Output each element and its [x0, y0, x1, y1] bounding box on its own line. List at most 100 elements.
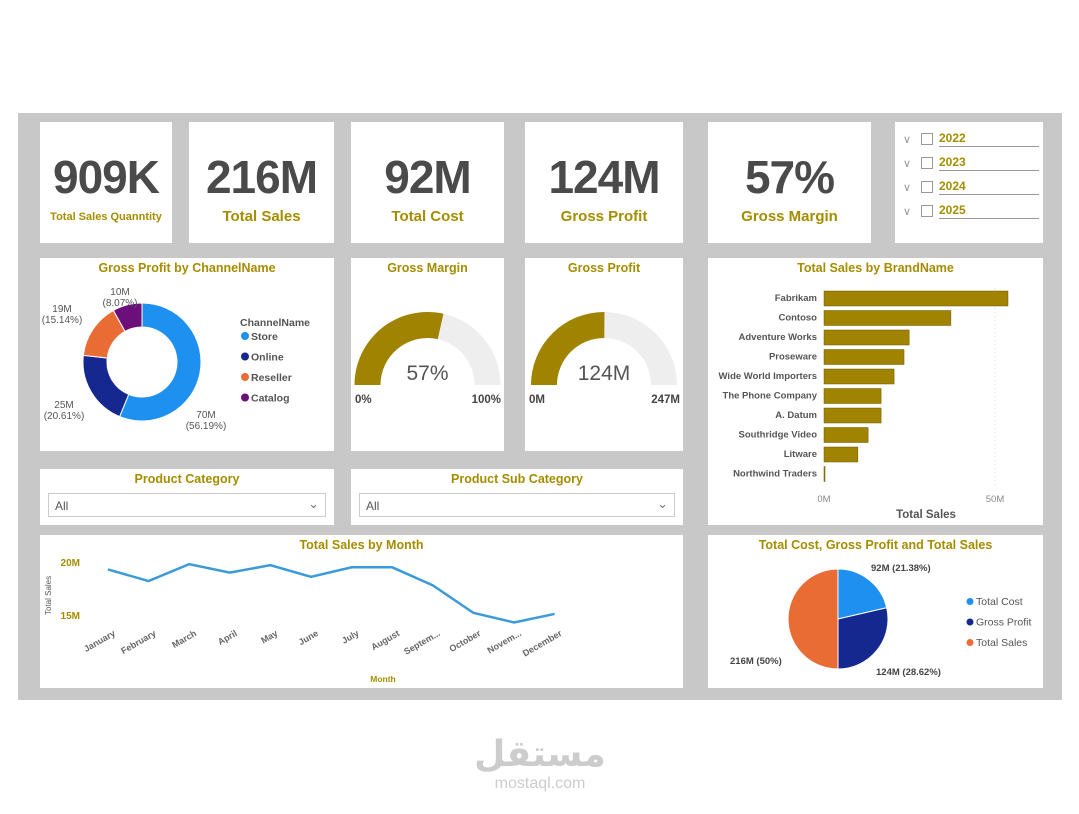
donut-slice-store: [118, 302, 202, 422]
checkbox[interactable]: [921, 157, 933, 169]
legend-marker: [241, 393, 249, 402]
kpi-value: 909K: [53, 151, 160, 203]
x-tick-label: 0M: [817, 494, 830, 505]
y-axis-title: Total Sales: [44, 576, 53, 615]
data-label: (8.07%): [102, 298, 137, 309]
kpi-gross-profit: 124M Gross Profit: [525, 122, 683, 243]
category-label: Proseware: [769, 352, 817, 363]
watermark-latin: mostaql.com: [494, 775, 586, 792]
data-label: 10M: [110, 287, 129, 298]
data-label: 25M: [54, 400, 73, 411]
bar-chart: Fabrikam Contoso Adventure Works Proseware W…: [719, 288, 1009, 521]
gauge-chart: 124M 0M 247M: [529, 312, 680, 406]
year-item-2024[interactable]: ∨ 2024: [903, 177, 1039, 197]
gauge-chart: 57% 0% 100%: [354, 312, 501, 406]
donut-slice-online: [82, 354, 130, 418]
legend-title: ChannelName: [240, 317, 310, 329]
kpi-value: 92M: [384, 151, 471, 203]
gauge-gross-margin-card: Gross Margin 57% 0% 100%: [351, 258, 504, 451]
bar-contoso: [823, 310, 952, 326]
chart-title: Gross Profit by ChannelName: [98, 261, 276, 275]
legend-item-reseller: Reseller: [251, 372, 292, 384]
x-tick-label: February: [119, 628, 157, 656]
category-label: Wide World Importers: [719, 371, 817, 382]
bar-northwind-traders: [823, 466, 826, 482]
slicer-title: Product Category: [134, 472, 240, 486]
checkbox[interactable]: [921, 133, 933, 145]
kpi-label: Total Sales: [222, 208, 301, 225]
category-label: Northwind Traders: [733, 469, 817, 480]
donut-slice-catalog: [112, 302, 143, 333]
legend-item: Total Sales: [976, 637, 1027, 649]
chevron-down-icon[interactable]: ∨: [903, 132, 912, 146]
year-item-2023[interactable]: ∨ 2023: [903, 153, 1039, 173]
x-tick-label: June: [297, 628, 320, 647]
kpi-label: Gross Margin: [741, 208, 838, 225]
kpi-value: 124M: [548, 151, 660, 203]
watermark-logo: مستقل mostaql.com: [470, 735, 610, 793]
chart-title: Total Cost, Gross Profit and Total Sales: [758, 538, 993, 552]
legend-marker: [966, 618, 974, 626]
data-label: (56.19%): [186, 421, 227, 432]
gauge-fill: [354, 312, 444, 385]
year-slicer: ∨ 2022 ∨ 2023 ∨ 2024 ∨ 2025: [895, 122, 1043, 243]
year-item-2025[interactable]: ∨ 2025: [903, 201, 1039, 221]
bar-proseware: [823, 349, 905, 365]
month-line-chart-card: Total Sales by Month 20M 15M Total Sales Ja…: [40, 535, 683, 688]
bar-fabrikam: [823, 290, 1009, 307]
kpi-label: Gross Profit: [560, 208, 648, 225]
legend-marker: [966, 598, 974, 605]
kpi-total-sales-quantity: 909K Total Sales Quanntity: [40, 122, 172, 243]
watermark-arabic: مستقل: [474, 734, 606, 775]
x-tick-label: May: [259, 628, 279, 645]
donut-chart-card: Gross Profit by ChannelName 70M (56.19%) 2…: [40, 258, 334, 451]
data-label: (20.61%): [44, 411, 85, 422]
bar-adventure-works: [823, 329, 910, 346]
legend-marker: [241, 373, 249, 381]
chevron-down-icon[interactable]: ∨: [903, 204, 912, 218]
kpi-total-cost: 92M Total Cost: [351, 122, 504, 243]
x-tick-label: January: [82, 628, 117, 654]
category-label: Southridge Video: [739, 430, 818, 441]
gauge-max: 247M: [651, 394, 680, 406]
kpi-value: 216M: [205, 151, 318, 203]
gauge-gross-profit-card: Gross Profit 124M 0M 247M: [525, 258, 683, 451]
data-label: 124M (28.62%): [876, 667, 941, 678]
chevron-down-icon[interactable]: ⌄: [657, 496, 668, 511]
x-tick-label: April: [216, 628, 239, 647]
year-item-2022[interactable]: ∨ 2022: [903, 129, 1039, 149]
gauge-value: 124M: [578, 362, 631, 385]
kpi-label: Total Sales Quanntity: [50, 211, 162, 223]
checkbox[interactable]: [921, 205, 933, 217]
product-subcategory-slicer: Product Sub Category All ⌄: [351, 469, 683, 525]
legend-item: Gross Profit: [976, 617, 1032, 629]
legend-marker: [241, 352, 249, 361]
y-tick-label: 20M: [61, 558, 80, 569]
x-tick-label: December: [521, 628, 564, 659]
category-label: Adventure Works: [739, 332, 817, 343]
slicer-title: Product Sub Category: [451, 472, 583, 486]
x-tick-label: August: [369, 628, 401, 652]
gauge-max: 100%: [472, 394, 501, 406]
pie-slice-total-sales: [787, 568, 839, 670]
checkbox[interactable]: [921, 181, 933, 193]
year-label: 2023: [939, 155, 1039, 171]
product-category-dropdown[interactable]: All ⌄: [48, 493, 326, 517]
x-tick-label: March: [170, 628, 198, 650]
x-tick-label: Septem...: [402, 628, 442, 657]
pie-chart-card: Total Cost, Gross Profit and Total Sales…: [708, 535, 1043, 688]
product-subcategory-dropdown[interactable]: All ⌄: [359, 493, 675, 517]
gauge-min: 0%: [355, 394, 372, 406]
chevron-down-icon[interactable]: ∨: [903, 156, 912, 170]
chevron-down-icon[interactable]: ⌄: [308, 496, 319, 511]
chevron-down-icon[interactable]: ∨: [903, 180, 912, 194]
chart-title: Gross Profit: [567, 261, 641, 275]
x-axis-title: Month: [370, 674, 396, 684]
line-chart: 20M 15M Total Sales January February March Apr…: [44, 558, 564, 684]
legend-item: Total Cost: [976, 596, 1023, 608]
pie-slice-gross-profit: [837, 607, 889, 670]
y-tick-label: 15M: [61, 611, 80, 622]
x-axis-title: Total Sales: [896, 509, 956, 521]
year-label: 2022: [939, 131, 1039, 147]
category-label: Litware: [784, 449, 817, 460]
